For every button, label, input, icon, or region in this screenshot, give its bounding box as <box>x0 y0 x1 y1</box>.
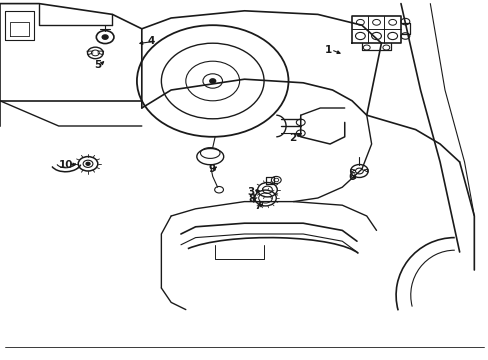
Text: 9: 9 <box>208 164 215 174</box>
Text: 7: 7 <box>253 201 261 211</box>
Circle shape <box>86 162 90 165</box>
Text: 6: 6 <box>348 172 355 182</box>
Text: 3: 3 <box>247 186 254 197</box>
Circle shape <box>209 79 215 83</box>
Text: 2: 2 <box>288 132 295 143</box>
Circle shape <box>102 35 108 39</box>
Text: 8: 8 <box>248 194 255 204</box>
Text: 10: 10 <box>59 159 73 170</box>
Text: 1: 1 <box>325 45 331 55</box>
Text: 4: 4 <box>147 36 155 46</box>
Text: 5: 5 <box>94 60 101 70</box>
